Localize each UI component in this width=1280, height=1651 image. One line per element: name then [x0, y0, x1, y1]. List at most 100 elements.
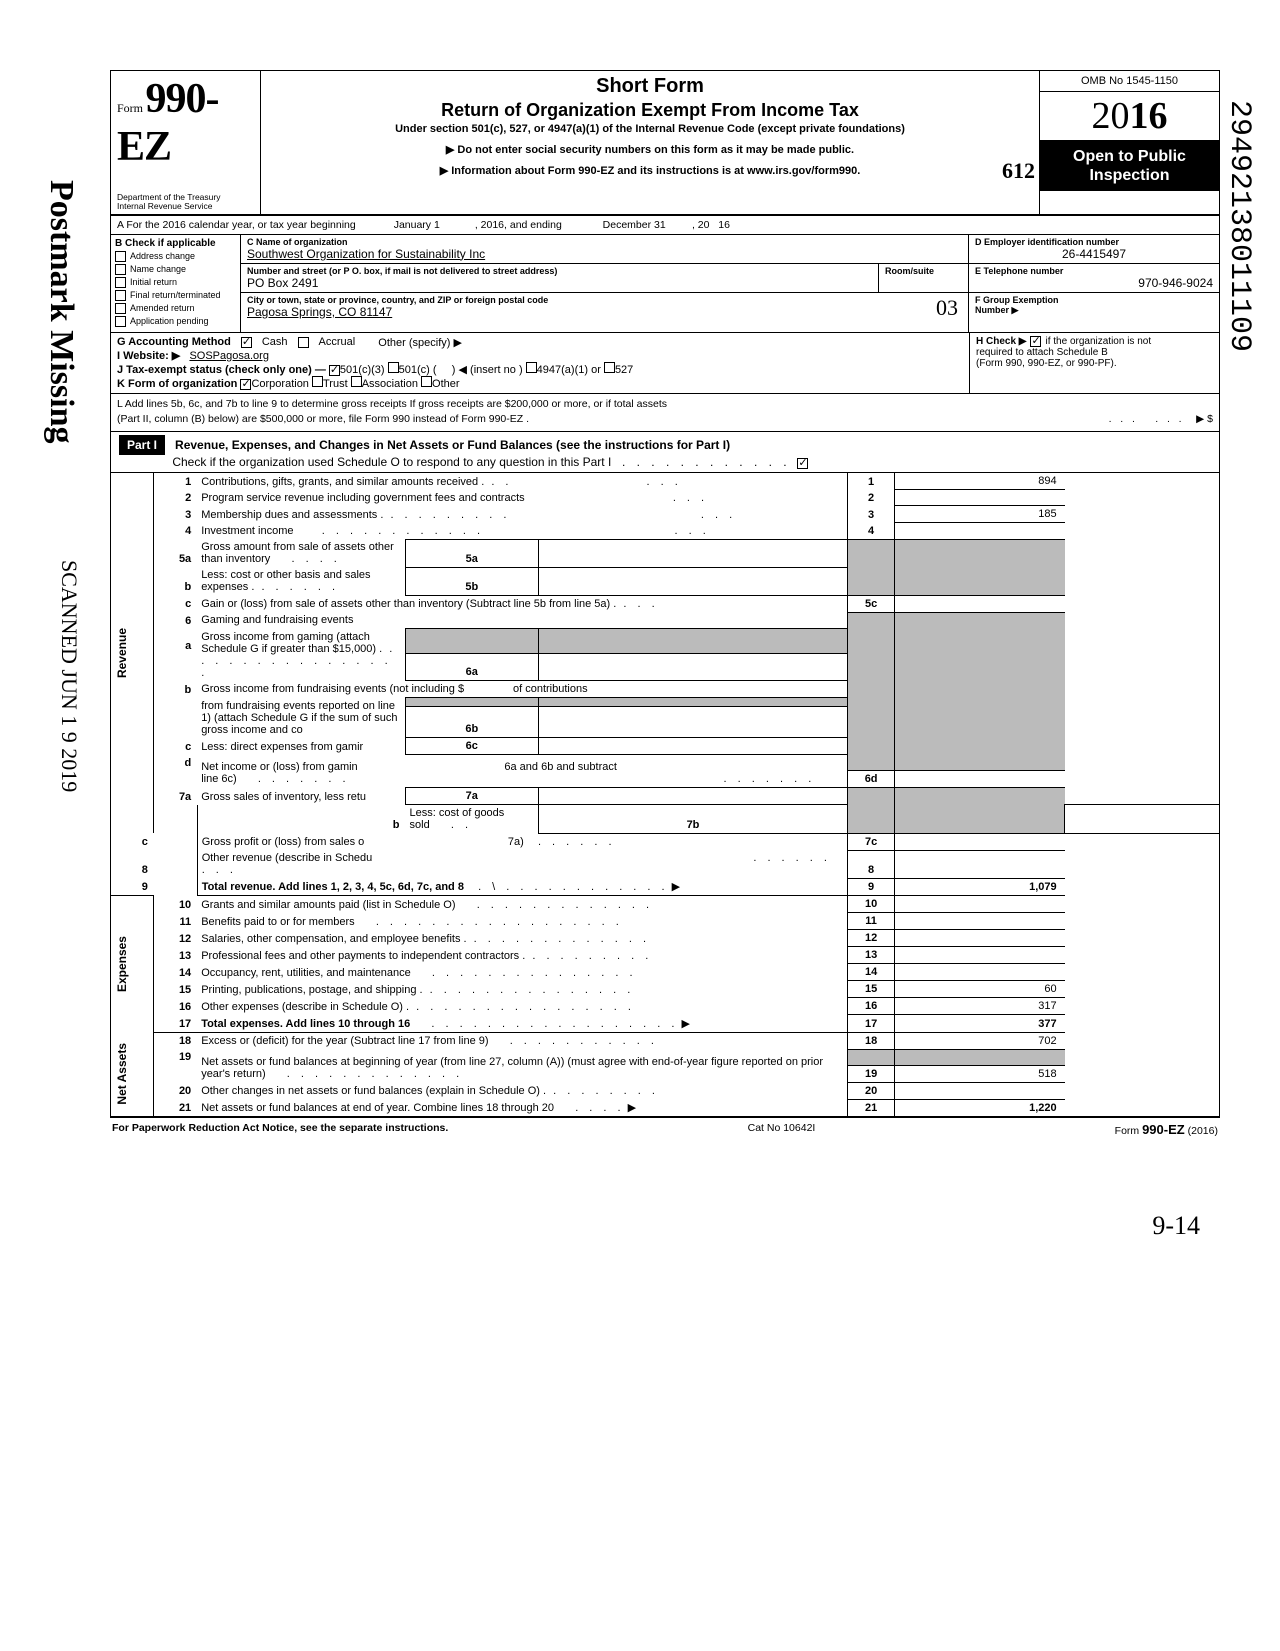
- val-4: [894, 523, 1064, 540]
- val-20: [894, 1082, 1064, 1099]
- val-14: [894, 964, 1064, 981]
- c-name-lbl: C Name of organization: [247, 237, 962, 247]
- val-6d: [894, 771, 1064, 788]
- side-expenses: Expenses: [115, 936, 129, 992]
- chk-address-change[interactable]: [115, 251, 126, 262]
- c-city-lbl: City or town, state or province, country…: [247, 295, 962, 305]
- val-17: 377: [894, 1015, 1064, 1033]
- part1-header-row: Part I Revenue, Expenses, and Changes in…: [110, 432, 1220, 473]
- val-5b: [538, 567, 848, 595]
- form-title-2: Return of Organization Exempt From Incom…: [269, 100, 1031, 121]
- chk-assoc[interactable]: [351, 376, 362, 387]
- col-b: B Check if applicable Address change Nam…: [111, 235, 241, 332]
- form-right-block: OMB No 1545-1150 2016 Open to Public Ins…: [1039, 71, 1219, 214]
- val-15: 60: [894, 981, 1064, 998]
- file-number: 29492138011109: [1222, 100, 1256, 352]
- chk-initial-return[interactable]: [115, 277, 126, 288]
- val-16: 317: [894, 998, 1064, 1015]
- val-9: 1,079: [894, 878, 1064, 896]
- val-2: [894, 490, 1064, 506]
- form-note-2: ▶ Information about Form 990-EZ and its …: [440, 165, 861, 177]
- d-lbl: D Employer identification number: [975, 237, 1213, 247]
- hand-note-914: 9-14: [1152, 1211, 1200, 1241]
- row-l: L Add lines 5b, 6c, and 7b to line 9 to …: [110, 394, 1220, 433]
- block-bcd: B Check if applicable Address change Nam…: [110, 235, 1220, 333]
- chk-cash[interactable]: [241, 337, 252, 348]
- form-title-block: Short Form Return of Organization Exempt…: [261, 71, 1039, 214]
- val-10: [894, 896, 1064, 913]
- omb-number: OMB No 1545-1150: [1040, 71, 1219, 92]
- chk-trust[interactable]: [312, 376, 323, 387]
- val-6c: [538, 738, 848, 755]
- val-6b: [538, 707, 848, 738]
- val-11: [894, 913, 1064, 930]
- val-19: 518: [894, 1065, 1064, 1082]
- val-5c: [894, 595, 1064, 612]
- val-7a: [538, 788, 848, 805]
- chk-4947[interactable]: [526, 362, 537, 373]
- form-number: 990-EZ: [117, 76, 219, 170]
- form-title-1: Short Form: [269, 75, 1031, 98]
- val-13: [894, 947, 1064, 964]
- hand-03: 03: [936, 295, 958, 321]
- chk-corp[interactable]: [240, 379, 251, 390]
- form-note-1: ▶ Do not enter social security numbers o…: [269, 143, 1031, 156]
- part1-check-text: Check if the organization used Schedule …: [172, 455, 611, 469]
- chk-schedule-o[interactable]: [797, 458, 808, 469]
- row-a: A For the 2016 calendar year, or tax yea…: [110, 216, 1220, 235]
- part1-label: Part I: [119, 435, 165, 455]
- c-city-val: Pagosa Springs, CO 81147: [247, 305, 962, 319]
- part1-table: Revenue 1 Contributions, gifts, grants, …: [110, 473, 1220, 1117]
- j-lbl: J Tax-exempt status (check only one) —: [117, 364, 326, 376]
- footer: For Paperwork Reduction Act Notice, see …: [110, 1117, 1220, 1141]
- val-3: 185: [894, 506, 1064, 523]
- form-year: 2016: [1040, 92, 1219, 141]
- postmark-missing-stamp: Postmark Missing: [42, 180, 80, 444]
- form-prefix: Form: [117, 101, 143, 115]
- val-7b: [1065, 805, 1220, 834]
- row-gih: G Accounting Method Cash Accrual Other (…: [110, 333, 1220, 394]
- val-21: 1,220: [894, 1099, 1064, 1117]
- val-7c: [894, 833, 1064, 850]
- footer-mid: Cat No 10642I: [748, 1122, 816, 1137]
- val-12: [894, 930, 1064, 947]
- hand-612: 612: [1002, 158, 1035, 184]
- c-addr-lbl: Number and street (or P O. box, if mail …: [247, 266, 872, 276]
- scanned-stamp: SCANNED JUN 1 9 2019: [56, 560, 82, 792]
- chk-501c3[interactable]: [329, 365, 340, 376]
- chk-name-change[interactable]: [115, 264, 126, 275]
- side-revenue: Revenue: [115, 628, 129, 678]
- chk-final-return[interactable]: [115, 290, 126, 301]
- val-1: 894: [894, 473, 1064, 490]
- e-val: 970-946-9024: [975, 276, 1213, 290]
- f-lbl: F Group Exemption: [975, 295, 1213, 305]
- i-val: SOSPagosa.org: [189, 350, 269, 362]
- open-to-public: Open to Public Inspection: [1040, 141, 1219, 191]
- chk-application-pending[interactable]: [115, 316, 126, 327]
- chk-501c[interactable]: [388, 362, 399, 373]
- form-header: Form 990-EZ Department of the Treasury I…: [110, 70, 1220, 216]
- d-val: 26-4415497: [975, 247, 1213, 261]
- chk-527[interactable]: [604, 362, 615, 373]
- val-6a: [538, 654, 848, 681]
- col-def: D Employer identification number 26-4415…: [969, 235, 1219, 332]
- chk-amended-return[interactable]: [115, 303, 126, 314]
- chk-other[interactable]: [421, 376, 432, 387]
- chk-accrual[interactable]: [298, 337, 309, 348]
- e-lbl: E Telephone number: [975, 266, 1213, 276]
- val-5a: [538, 539, 848, 567]
- i-lbl: I Website: ▶: [117, 350, 180, 362]
- side-net-assets: Net Assets: [115, 1043, 129, 1105]
- val-8: [894, 850, 1064, 878]
- c-name-val: Southwest Organization for Sustainabilit…: [247, 247, 962, 261]
- c-room-lbl: Room/suite: [885, 266, 962, 276]
- footer-left: For Paperwork Reduction Act Notice, see …: [112, 1122, 448, 1137]
- row-h: H Check ▶ if the organization is not req…: [969, 333, 1219, 393]
- val-18: 702: [894, 1032, 1064, 1049]
- b-header: B Check if applicable: [115, 238, 236, 249]
- k-lbl: K Form of organization: [117, 378, 237, 390]
- c-addr-val: PO Box 2491: [247, 276, 872, 290]
- f-lbl2: Number ▶: [975, 305, 1213, 316]
- chk-h[interactable]: [1030, 336, 1041, 347]
- col-c: C Name of organization Southwest Organiz…: [241, 235, 969, 332]
